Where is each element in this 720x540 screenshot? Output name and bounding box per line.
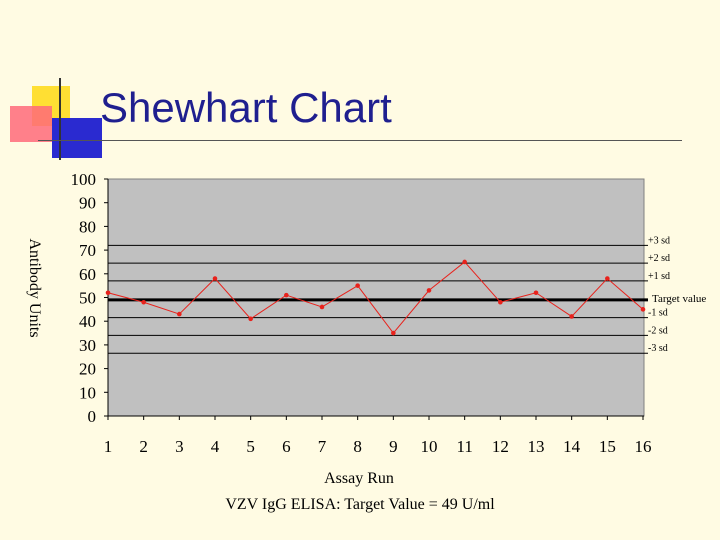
data-point xyxy=(569,314,574,319)
x-tick-label: 14 xyxy=(563,437,581,456)
y-tick-label: 100 xyxy=(71,170,97,189)
data-point xyxy=(355,283,360,288)
data-point xyxy=(462,259,467,265)
data-point xyxy=(533,290,539,296)
y-axis-label: Antibody Units xyxy=(26,238,43,337)
x-tick-label: 16 xyxy=(635,437,652,456)
x-tick-label: 1 xyxy=(104,437,113,456)
data-point xyxy=(391,330,396,336)
reference-line-label: Target value xyxy=(652,293,706,305)
reference-line-label: -1 sd xyxy=(648,308,668,319)
x-tick-label: 2 xyxy=(139,437,148,456)
x-axis-label: Assay Run xyxy=(324,470,394,487)
series-line xyxy=(107,261,644,334)
data-point xyxy=(498,299,503,305)
reference-line-label: +2 sd xyxy=(648,253,670,264)
x-tick-label: 7 xyxy=(318,437,327,456)
y-tick-label: 30 xyxy=(79,336,96,355)
y-tick-label: 40 xyxy=(79,312,96,331)
data-point xyxy=(640,307,646,312)
data-point xyxy=(177,311,182,317)
y-tick-label: 90 xyxy=(79,194,96,213)
data-point xyxy=(284,292,289,298)
x-tick-label: 13 xyxy=(528,437,545,456)
data-point xyxy=(319,304,325,310)
y-tick-label: 10 xyxy=(79,383,96,402)
y-tick-label: 50 xyxy=(79,289,96,308)
title-rule xyxy=(38,140,682,141)
reference-line-label: +3 sd xyxy=(648,235,670,246)
slide-title: Shewhart Chart xyxy=(100,84,392,131)
data-point xyxy=(212,276,218,281)
x-tick-label: 10 xyxy=(421,437,438,456)
x-tick-label: 11 xyxy=(456,437,472,456)
chart-caption: VZV IgG ELISA: Target Value = 49 U/ml xyxy=(225,496,495,513)
data-point xyxy=(248,316,253,322)
red-square xyxy=(10,106,52,142)
y-tick-label: 20 xyxy=(79,360,96,379)
x-tick-label: 15 xyxy=(599,437,616,456)
y-tick-label: 60 xyxy=(79,265,96,284)
y-tick-label: 80 xyxy=(79,217,96,236)
x-tick-label: 9 xyxy=(389,437,398,456)
data-point xyxy=(141,299,146,305)
x-tick-label: 3 xyxy=(175,437,184,456)
x-tick-label: 6 xyxy=(282,437,291,456)
x-tick-label: 8 xyxy=(353,437,362,456)
x-tick-label: 5 xyxy=(246,437,255,456)
decorative-squares xyxy=(10,78,102,160)
x-tick-label: 4 xyxy=(211,437,220,456)
plot-area xyxy=(107,178,645,417)
data-point xyxy=(605,276,610,281)
reference-line-label: -2 sd xyxy=(648,325,668,336)
data-point xyxy=(105,290,111,296)
x-tick-label: 12 xyxy=(492,437,509,456)
y-tick-label: 0 xyxy=(88,407,97,426)
data-point xyxy=(426,288,432,293)
y-tick-label: 70 xyxy=(79,241,96,260)
reference-line-label: -3 sd xyxy=(648,343,668,354)
reference-line-label: +1 sd xyxy=(648,271,670,282)
